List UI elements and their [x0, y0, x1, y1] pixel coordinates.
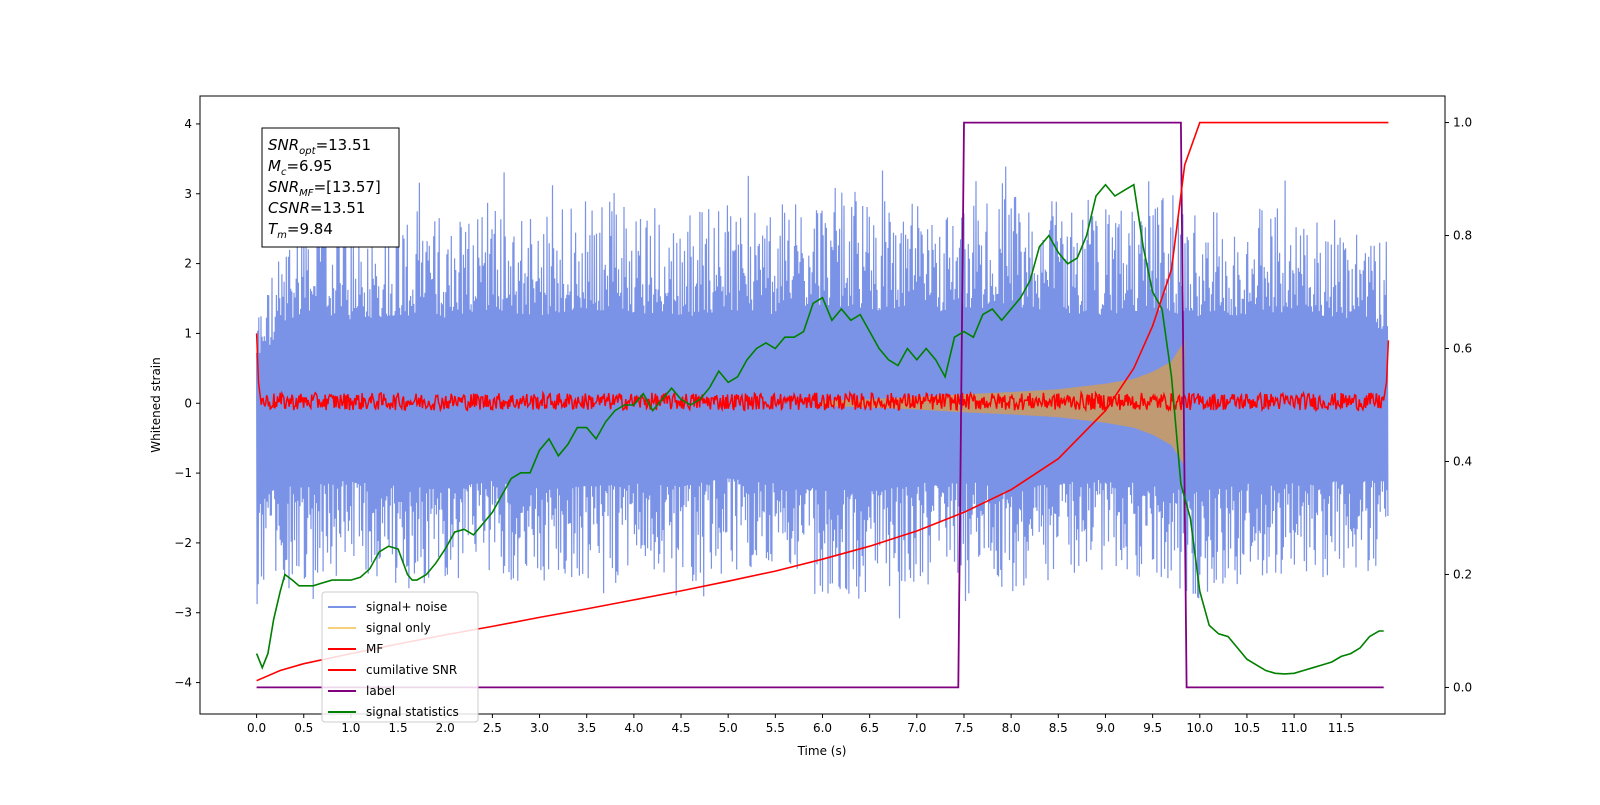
- y-right-tick-label: 0.4: [1453, 454, 1472, 468]
- label-line: [256, 121, 1384, 689]
- info-line: Mc=6.95: [268, 157, 332, 178]
- y-axis-right-ticks: 1.0 0.8 0.6 0.4 0.2 0.0: [1445, 116, 1472, 694]
- x-tick-label: 3.0: [530, 721, 549, 735]
- legend: signal+ noise signal only MF cumilative SNR…: [321, 591, 479, 723]
- y-right-tick-label: 0.8: [1453, 229, 1472, 243]
- y-right-tick-label: 0.0: [1453, 680, 1472, 694]
- legend-label: signal statistics: [366, 705, 459, 719]
- x-tick-label: 8.0: [1002, 721, 1021, 735]
- x-tick-label: 0.5: [294, 721, 313, 735]
- x-tick-label: 0.0: [247, 721, 266, 735]
- info-value: =[13.57]: [314, 178, 381, 196]
- y-left-tick-label: 3: [184, 187, 192, 201]
- y-left-tick-label: −1: [174, 466, 192, 480]
- info-symbol: SNR: [268, 178, 299, 196]
- signal-noise-line: [256, 166, 1389, 619]
- legend-label: cumilative SNR: [366, 663, 457, 677]
- noise-layer: [256, 166, 1389, 619]
- info-symbol: CSNR: [268, 199, 310, 217]
- x-tick-label: 9.0: [1096, 721, 1115, 735]
- x-tick-label: 6.0: [813, 721, 832, 735]
- legend-label: label: [366, 684, 395, 698]
- x-tick-label: 11.5: [1328, 721, 1355, 735]
- y-right-tick-label: 0.6: [1453, 342, 1472, 356]
- x-tick-label: 9.5: [1143, 721, 1162, 735]
- info-box: SNRopt=13.51Mc=6.95SNRMF=[13.57]CSNR=13.…: [261, 127, 400, 248]
- info-subscript: m: [277, 230, 287, 241]
- x-tick-label: 5.5: [766, 721, 785, 735]
- info-subscript: MF: [299, 188, 314, 199]
- y-axis-label: Whitened strain: [149, 357, 163, 453]
- x-tick-label: 10.5: [1234, 721, 1261, 735]
- x-tick-label: 10.0: [1186, 721, 1213, 735]
- x-tick-label: 3.5: [577, 721, 596, 735]
- x-tick-label: 6.5: [860, 721, 879, 735]
- signal-statistics-line: [255, 183, 1384, 675]
- x-tick-label: 11.0: [1281, 721, 1308, 735]
- y-left-tick-label: −3: [174, 606, 192, 620]
- y-right-tick-label: 0.2: [1453, 567, 1472, 581]
- info-symbol: T: [268, 220, 279, 238]
- info-subscript: c: [281, 167, 287, 178]
- x-tick-label: 7.5: [954, 721, 973, 735]
- info-symbol: SNR: [268, 136, 299, 154]
- signal-only-band: [822, 340, 1185, 467]
- y-left-tick-label: 0: [184, 396, 192, 410]
- y-left-tick-label: 4: [184, 117, 192, 131]
- y-left-tick-label: −2: [174, 536, 192, 550]
- info-value: =6.95: [286, 157, 332, 175]
- info-symbol: M: [268, 157, 281, 175]
- x-tick-label: 8.5: [1049, 721, 1068, 735]
- y-left-tick-label: −4: [174, 676, 192, 690]
- y-right-tick-label: 1.0: [1453, 116, 1472, 130]
- info-line: SNRMF=[13.57]: [268, 178, 381, 199]
- mf-layer: [255, 333, 1390, 413]
- info-line: CSNR=13.51: [268, 199, 365, 217]
- legend-label: signal+ noise: [366, 600, 447, 614]
- y-left-tick-label: 2: [184, 257, 192, 271]
- x-tick-label: 2.0: [436, 721, 455, 735]
- x-tick-label: 1.0: [341, 721, 360, 735]
- x-tick-label: 4.0: [624, 721, 643, 735]
- y-axis-left-ticks: 4 3 2 1 0 −1 −2 −3 −4: [174, 117, 200, 690]
- x-axis-ticks: 0.0 0.5 1.0 1.5 2.0 2.5 3.0 3.5 4.0 4.5 5.0 5.5 6.0 6…: [247, 714, 1355, 735]
- mf-line: [255, 333, 1390, 413]
- info-value: =9.84: [287, 220, 333, 238]
- x-tick-label: 2.5: [483, 721, 502, 735]
- y-left-tick-label: 1: [184, 326, 192, 340]
- legend-label: MF: [366, 642, 383, 656]
- legend-label: signal only: [366, 621, 431, 635]
- x-tick-label: 1.5: [389, 721, 408, 735]
- info-value: =13.51: [310, 199, 366, 217]
- signal-layer: [822, 340, 1185, 467]
- info-line: Tm=9.84: [268, 220, 333, 241]
- info-value: =13.51: [316, 136, 372, 154]
- info-line: SNRopt=13.51: [268, 136, 371, 157]
- x-axis-label: Time (s): [797, 744, 847, 758]
- x-tick-label: 4.5: [671, 721, 690, 735]
- x-tick-label: 5.0: [719, 721, 738, 735]
- info-subscript: opt: [299, 146, 316, 157]
- x-tick-label: 7.0: [907, 721, 926, 735]
